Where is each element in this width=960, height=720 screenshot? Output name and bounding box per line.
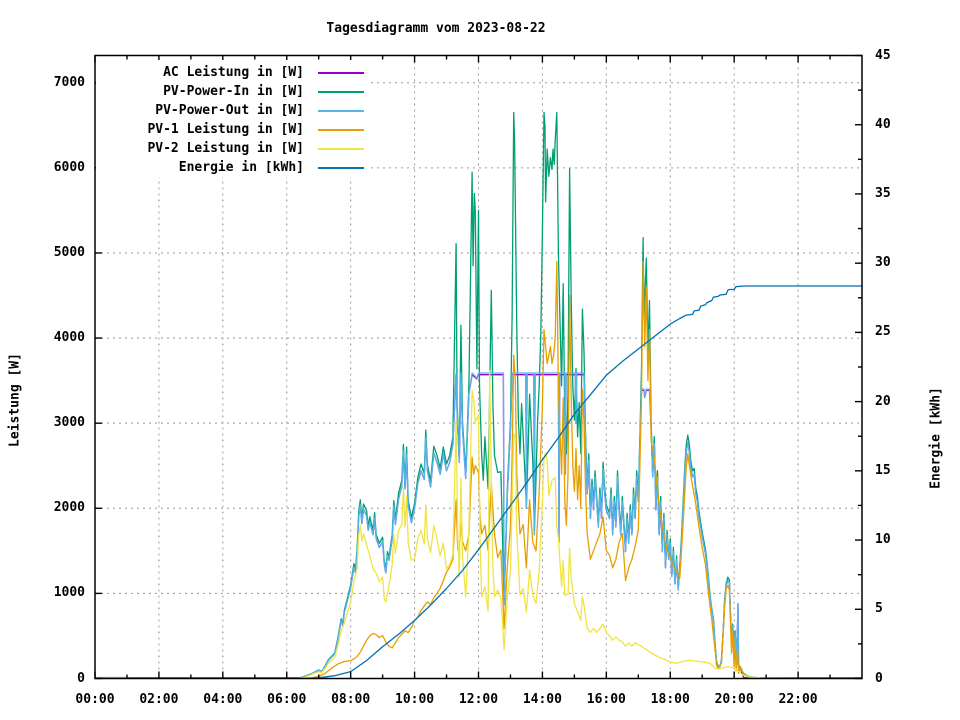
legend-entry-label: AC Leistung in [W] bbox=[163, 65, 304, 80]
tick-label: 04:00 bbox=[203, 692, 243, 707]
tick-label: 0 bbox=[77, 670, 85, 686]
chart-title: Tagesdiagramm vom 2023-08-22 bbox=[326, 21, 546, 36]
legend-entry-label: PV-2 Leistung in [W] bbox=[147, 141, 304, 156]
tick-label: 6000 bbox=[53, 159, 85, 175]
pv1-leistung-line bbox=[95, 260, 862, 679]
tick-label: 10:00 bbox=[395, 692, 435, 707]
tick-label: 02:00 bbox=[139, 692, 179, 707]
legend-entry-label: PV-1 Leistung in [W] bbox=[147, 122, 304, 137]
tick-label: 20:00 bbox=[714, 692, 754, 707]
tick-label: 08:00 bbox=[331, 692, 371, 707]
left-axis-label: Leistung [W] bbox=[7, 353, 23, 447]
tick-label: 10 bbox=[875, 532, 891, 548]
tick-label: 35 bbox=[875, 185, 891, 201]
right-axis-label: Energie [kWh] bbox=[928, 387, 944, 489]
legend-entry-label: PV-Power-In in [W] bbox=[163, 84, 304, 99]
legend-line-sample bbox=[318, 71, 364, 74]
legend-line-sample bbox=[318, 109, 364, 112]
legend-entry-label: PV-Power-Out in [W] bbox=[155, 103, 304, 118]
tick-label: 30 bbox=[875, 255, 891, 271]
tick-label: 0 bbox=[875, 670, 883, 686]
legend-line-sample bbox=[318, 128, 364, 131]
legend-entry: PV-Power-Out in [W] bbox=[96, 101, 370, 120]
legend-entry: PV-1 Leistung in [W] bbox=[96, 120, 370, 139]
pv-power-out-line bbox=[95, 372, 862, 679]
legend-entry: PV-2 Leistung in [W] bbox=[96, 139, 370, 158]
tick-label: 12:00 bbox=[458, 692, 499, 707]
tick-label: 45 bbox=[875, 47, 891, 63]
energie-line bbox=[95, 285, 862, 679]
tick-label: 15 bbox=[875, 462, 891, 478]
tick-label: 25 bbox=[875, 324, 891, 340]
tick-label: 2000 bbox=[53, 500, 85, 516]
legend-entry: PV-Power-In in [W] bbox=[96, 82, 370, 101]
legend-line-sample bbox=[318, 166, 364, 169]
tick-label: 7000 bbox=[53, 74, 85, 90]
legend-line-sample bbox=[318, 147, 364, 150]
legend-entry: Energie in [kWh] bbox=[96, 158, 370, 177]
tick-label: 5 bbox=[875, 601, 883, 617]
tick-label: 40 bbox=[875, 116, 891, 132]
tick-label: 22:00 bbox=[778, 692, 818, 707]
tick-label: 1000 bbox=[53, 585, 85, 601]
legend-entry-label: Energie in [kWh] bbox=[178, 160, 304, 175]
tick-label: 4000 bbox=[53, 330, 85, 346]
tick-label: 18:00 bbox=[650, 692, 690, 707]
legend: AC Leistung in [W] PV-Power-In in [W] PV-P… bbox=[96, 60, 370, 177]
tick-label: 3000 bbox=[53, 415, 85, 431]
tick-label: 5000 bbox=[53, 244, 85, 260]
legend-line-sample bbox=[318, 90, 364, 93]
tick-label: 20 bbox=[875, 393, 891, 409]
tick-label: 16:00 bbox=[586, 692, 626, 707]
tick-label: 06:00 bbox=[267, 692, 307, 707]
legend-entry: AC Leistung in [W] bbox=[96, 63, 370, 82]
tick-label: 14:00 bbox=[522, 692, 562, 707]
tick-label: 00:00 bbox=[75, 692, 115, 707]
